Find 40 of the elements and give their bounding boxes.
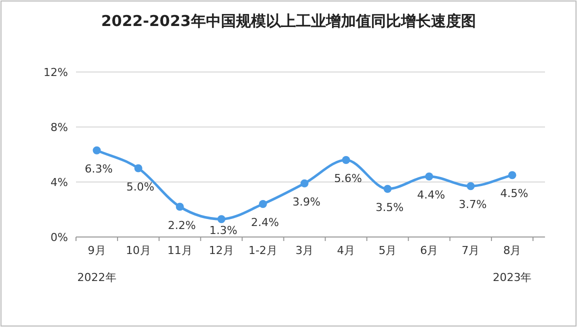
- data-label: 3.7%: [458, 198, 487, 212]
- x-tick-label: 8月: [503, 244, 522, 257]
- data-label: 2.4%: [250, 216, 279, 229]
- point: [342, 156, 350, 164]
- data-label: 1.3%: [209, 224, 238, 237]
- chart-title: 2022-2023年中国规模以上工业增加值同比增长速度图: [101, 12, 476, 30]
- x-tick-label: 11月: [167, 244, 192, 257]
- x-tick-label: 10月: [126, 244, 151, 257]
- point: [258, 200, 267, 208]
- y-tick-label: 8%: [50, 121, 68, 134]
- x-tick-label: 6月: [420, 244, 438, 257]
- x-tick-label: 4月: [337, 244, 356, 257]
- y-tick-label: 0%: [50, 231, 68, 244]
- point: [176, 202, 184, 211]
- data-label: 4.5%: [500, 187, 528, 200]
- text: 2023年: [492, 271, 532, 284]
- point: [300, 179, 308, 188]
- data-label: 3.9%: [292, 195, 320, 208]
- data-label: 6.3%: [84, 162, 113, 176]
- point: [508, 171, 516, 180]
- x-tick-label: 12月: [208, 244, 234, 257]
- x-tick-label: 9月: [88, 244, 106, 257]
- x-tick-label: 3月: [296, 244, 314, 257]
- data-label: 3.5%: [376, 200, 404, 214]
- point: [466, 182, 475, 190]
- x-tick-label: 7月: [462, 244, 480, 257]
- point: [134, 164, 142, 172]
- point: [384, 184, 392, 193]
- y-tick-label: 4%: [50, 176, 68, 189]
- point: [92, 146, 101, 154]
- x-tick-label: 1-2月: [248, 244, 278, 257]
- x-tick-label: 5月: [378, 244, 397, 257]
- data-label: 5.0%: [126, 180, 154, 194]
- text: 2022年: [77, 271, 116, 284]
- point: [425, 172, 434, 180]
- point: [217, 215, 226, 224]
- data-label: 5.6%: [334, 172, 362, 185]
- data-label: 2.2%: [168, 218, 196, 232]
- data-label: 4.4%: [417, 188, 446, 202]
- y-tick-label: 12%: [44, 66, 68, 79]
